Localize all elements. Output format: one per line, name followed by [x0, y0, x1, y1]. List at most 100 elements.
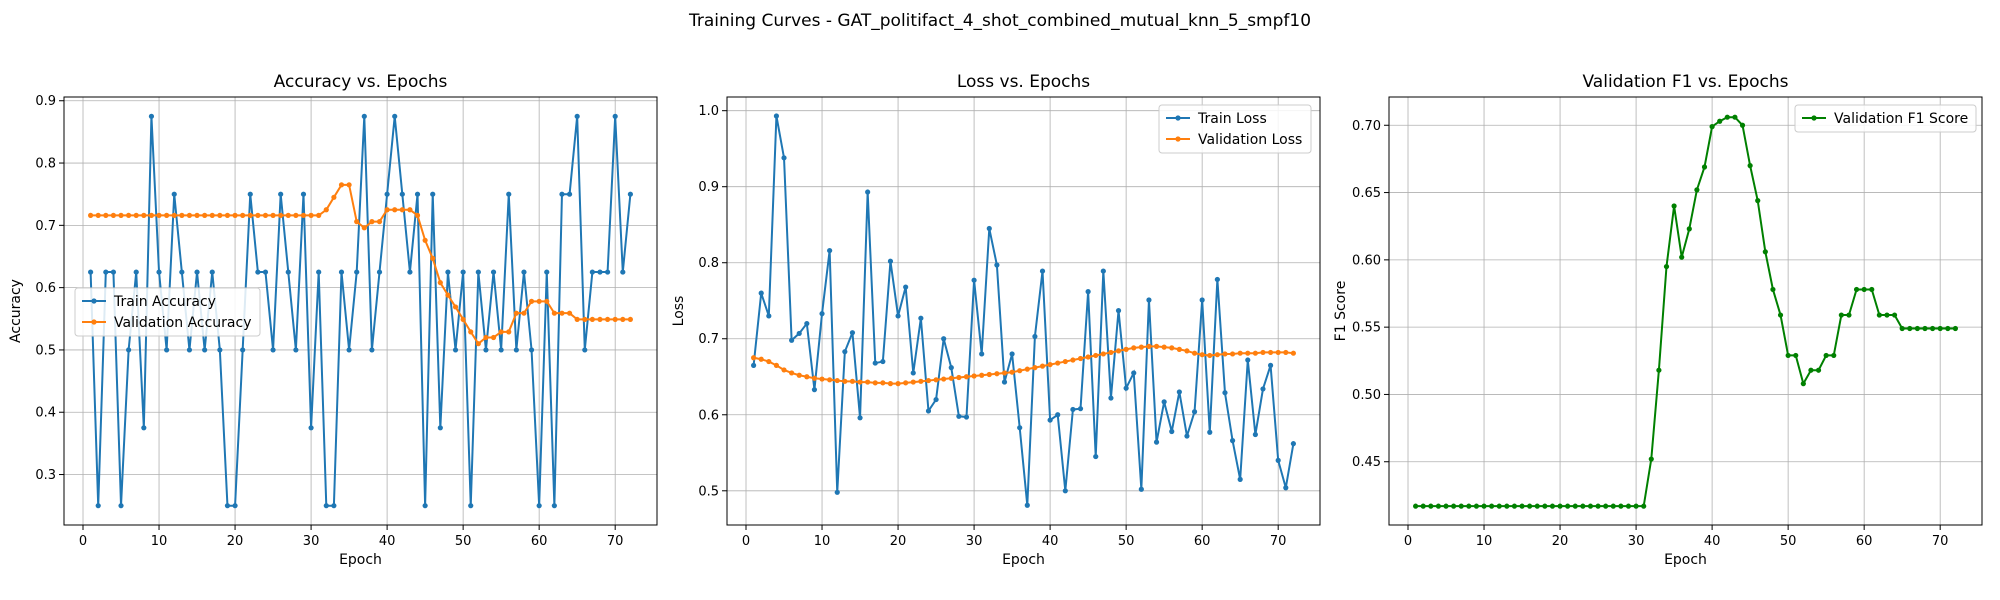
data-point — [941, 336, 947, 342]
data-point — [589, 269, 595, 275]
legend-label: Train Accuracy — [113, 294, 216, 310]
data-point — [948, 365, 954, 371]
data-point — [834, 377, 840, 384]
legend: Train Loss Validation Loss — [1158, 104, 1312, 154]
data-point — [186, 212, 193, 218]
data-point — [804, 320, 810, 327]
subplots: 0 10 20 30 40 50 60 70 0.3 0.4 0.5 0.6 0.7 0.8 0.9 Accu… — [8, 72, 1983, 568]
data-point — [1853, 286, 1860, 293]
data-point — [842, 349, 848, 355]
y-tick-label: 0.3 — [35, 468, 56, 483]
data-point — [521, 310, 527, 316]
data-point — [1694, 187, 1700, 193]
data-point — [1907, 325, 1913, 332]
axes-frame — [726, 96, 1321, 526]
data-point — [1214, 276, 1220, 283]
data-point — [262, 269, 269, 275]
x-tick-label: 70 — [1270, 534, 1287, 549]
data-point — [1755, 198, 1761, 204]
data-point — [186, 347, 193, 353]
legend: Train Accuracy Validation Accuracy — [74, 287, 261, 337]
subplot-title: Validation F1 vs. Epochs — [1583, 72, 1789, 92]
data-point — [574, 113, 580, 119]
data-point — [1131, 345, 1137, 351]
data-point — [1914, 325, 1920, 332]
data-point — [1686, 226, 1692, 232]
data-point — [789, 337, 795, 343]
data-point — [604, 269, 611, 275]
data-point — [1724, 114, 1730, 120]
data-point — [751, 362, 757, 368]
data-point — [1237, 476, 1243, 482]
legend-marker — [91, 319, 97, 325]
data-point — [141, 212, 147, 218]
data-point — [475, 341, 481, 347]
x-tick-label: 0 — [742, 534, 750, 549]
data-point — [399, 191, 405, 197]
data-point — [1945, 325, 1951, 332]
data-point — [1131, 370, 1137, 376]
data-point — [1770, 286, 1776, 293]
data-point — [1001, 370, 1008, 376]
y-tick-label: 0.5 — [698, 484, 719, 499]
data-point — [971, 373, 977, 379]
data-point — [1017, 425, 1023, 431]
data-point — [903, 380, 909, 386]
data-point — [1245, 357, 1251, 363]
y-tick-label: 0.45 — [1352, 455, 1381, 470]
data-point — [1009, 351, 1015, 357]
x-tick-label: 50 — [1118, 534, 1135, 549]
data-point — [452, 304, 459, 310]
data-point — [1191, 350, 1198, 356]
data-point — [1009, 369, 1015, 375]
data-point — [1587, 503, 1594, 509]
data-point — [1024, 502, 1030, 508]
data-point — [95, 503, 101, 509]
data-point — [316, 269, 322, 275]
data-point — [1785, 352, 1791, 359]
data-point — [1093, 453, 1099, 460]
data-point — [1001, 379, 1008, 385]
data-point — [490, 269, 497, 275]
data-point — [1899, 325, 1905, 332]
x-tick-label: 10 — [1476, 534, 1493, 549]
data-point — [338, 182, 345, 188]
data-point — [986, 225, 992, 232]
data-point — [126, 347, 132, 353]
data-point — [255, 212, 261, 218]
data-point — [865, 189, 871, 195]
data-point — [804, 374, 810, 380]
data-point — [1648, 456, 1654, 462]
x-tick-label: 30 — [966, 534, 983, 549]
data-point — [1100, 351, 1106, 357]
data-point — [1466, 503, 1472, 509]
x-tick-label: 30 — [303, 534, 320, 549]
data-point — [232, 212, 238, 218]
data-point — [1100, 268, 1106, 274]
data-point — [918, 315, 924, 321]
data-point — [559, 191, 565, 197]
data-point — [910, 370, 916, 376]
data-point — [224, 212, 231, 218]
y-tick-label: 0.5 — [35, 343, 56, 358]
data-point — [414, 212, 421, 218]
data-point — [392, 113, 398, 119]
data-point — [1876, 312, 1882, 318]
data-point — [612, 316, 618, 323]
data-point — [407, 269, 413, 275]
data-point — [293, 212, 299, 218]
data-point — [1176, 389, 1182, 395]
data-point — [338, 269, 345, 275]
data-point — [941, 376, 947, 382]
data-point — [1823, 352, 1829, 359]
axes-frame — [1388, 96, 1983, 526]
y-tick-label: 0.7 — [698, 332, 719, 347]
data-point — [903, 284, 909, 290]
data-point — [1489, 503, 1495, 509]
y-axis-label: Loss — [671, 296, 687, 327]
x-tick-label: 40 — [379, 534, 396, 549]
legend-box — [74, 287, 261, 337]
x-tick-label: 60 — [531, 534, 548, 549]
data-point — [445, 292, 451, 298]
